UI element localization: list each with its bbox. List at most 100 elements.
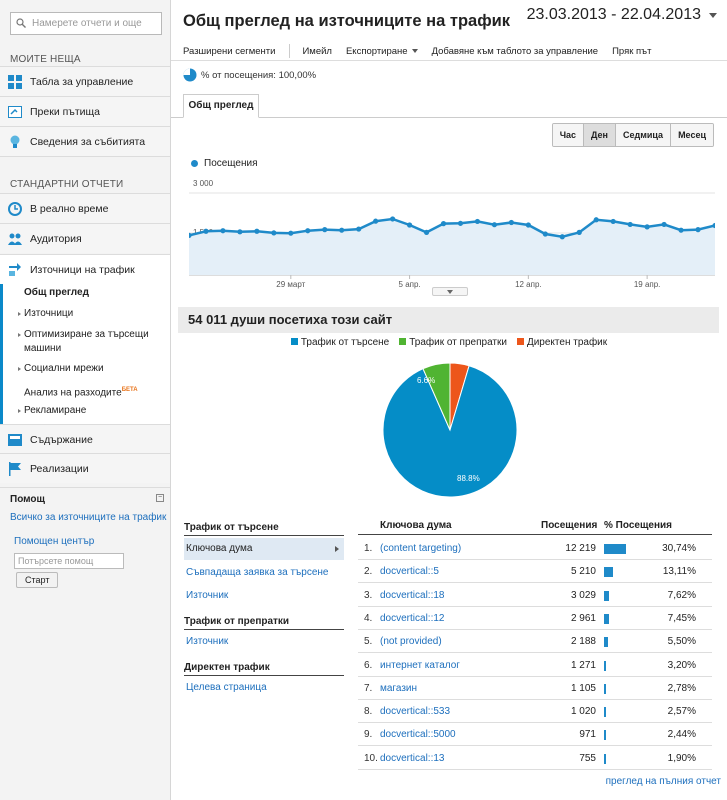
advanced-segments-button[interactable]: Разширени сегменти [183, 45, 276, 57]
data-point[interactable] [356, 226, 362, 232]
data-point[interactable] [423, 229, 430, 235]
chart-resize-handle[interactable] [432, 287, 468, 296]
realtime-icon [8, 201, 22, 216]
data-point[interactable] [661, 221, 667, 228]
pie-slice-0[interactable] [382, 365, 518, 498]
data-point[interactable] [373, 218, 379, 224]
col-visits[interactable]: Посещения [541, 520, 598, 531]
list-item-search-source[interactable]: Източник [186, 590, 229, 601]
data-point[interactable] [491, 222, 498, 228]
data-point[interactable] [695, 227, 701, 233]
data-point[interactable] [406, 222, 413, 228]
sidebar-item-traffic-sources[interactable]: Източници на трафик [0, 254, 170, 284]
data-point[interactable] [559, 234, 565, 240]
help-search-input[interactable]: Потърсете помощ [14, 553, 124, 569]
keyword-link[interactable]: docvertical::5000 [380, 729, 456, 741]
keyword-link[interactable]: docvertical::18 [380, 589, 445, 601]
data-point[interactable] [254, 228, 260, 234]
list-item-keyword[interactable]: Ключова дума [184, 538, 344, 560]
percent-value: 3,20% [667, 659, 696, 671]
data-point[interactable] [457, 220, 464, 226]
col-pct[interactable]: % Посещения [604, 520, 672, 531]
sidebar-item-sources[interactable]: Източници [17, 308, 74, 319]
sidebar-item-intelligence[interactable]: Сведения за събитията [0, 126, 170, 156]
data-point[interactable] [508, 219, 514, 226]
data-point[interactable] [644, 224, 650, 230]
data-point[interactable] [390, 216, 396, 222]
help-go-button[interactable]: Старт [16, 572, 59, 588]
shortcut-button[interactable]: Пряк път [612, 45, 652, 57]
data-point[interactable] [610, 218, 616, 225]
data-point[interactable] [189, 232, 192, 238]
data-point[interactable] [576, 229, 582, 235]
sidebar-item-advertising[interactable]: Рекламиране [17, 405, 87, 416]
granularity-0[interactable]: Час [552, 124, 585, 146]
report-search-input[interactable]: Намерете отчети и още [10, 12, 162, 35]
table-row: 8. docvertical::533 1 020 2,57% [358, 700, 712, 724]
data-point[interactable] [237, 229, 243, 235]
sidebar-item-dashboards[interactable]: Табла за управление [0, 66, 170, 96]
pie-legend-item: Директен трафик [516, 337, 607, 348]
keyword-link[interactable]: docvertical::12 [380, 612, 445, 624]
pie-slice-1[interactable] [422, 362, 451, 431]
tab-overview[interactable]: Общ преглед [183, 94, 259, 118]
export-button[interactable]: Експортиране [346, 46, 418, 57]
sidebar-item-conversions[interactable]: Реализации [0, 453, 170, 483]
keyword-link[interactable]: docvertical::5 [380, 566, 439, 578]
sidebar-item-audience[interactable]: Аудитория [0, 223, 170, 253]
data-point[interactable] [305, 228, 311, 234]
data-point[interactable] [525, 222, 531, 228]
data-point[interactable] [203, 228, 209, 234]
help-link[interactable]: Всичко за източниците на трафик [10, 512, 167, 523]
sidebar-item-seo[interactable]: Оптимизиране за търсещи машини [18, 328, 164, 356]
email-button[interactable]: Имейл [302, 45, 332, 57]
referral-traffic-heading: Трафик от препратки [184, 616, 290, 627]
list-item-landing-page[interactable]: Целева страница [186, 682, 267, 693]
sidebar-item-cost-analysis[interactable]: Анализ на разходитеБЕТА [24, 383, 138, 400]
data-point[interactable] [712, 222, 715, 229]
percent-value: 7,62% [667, 589, 696, 601]
data-point[interactable] [288, 230, 294, 236]
data-point[interactable] [322, 227, 328, 233]
help-center-link[interactable]: Помощен център [14, 536, 95, 547]
add-to-dashboard-button[interactable]: Добавяне към таблото за управление [431, 45, 599, 57]
granularity-1[interactable]: Ден [584, 124, 616, 146]
data-point[interactable] [271, 230, 277, 236]
granularity-toggle: Час Ден Седмица Месец [551, 123, 714, 147]
data-point[interactable] [220, 228, 226, 234]
percent-value: 13,11% [662, 566, 696, 578]
divider [289, 44, 291, 58]
keyword-link[interactable]: docvertical::13 [380, 752, 445, 764]
full-report-link[interactable]: преглед на пълния отчет [605, 776, 721, 787]
main-content: Общ преглед на източниците на трафик 23.… [171, 0, 727, 800]
data-point[interactable] [440, 221, 447, 227]
table-row: 4. docvertical::12 2 961 7,45% [358, 607, 712, 630]
sidebar-item-content[interactable]: Съдържание [0, 424, 170, 454]
keyword-link[interactable]: магазин [380, 682, 418, 694]
sidebar-item-overview[interactable]: Общ преглед [24, 287, 89, 298]
table-row: 1. (content targeting) 12 219 30,74% [358, 537, 712, 560]
date-range-picker[interactable]: 23.03.2013 - 22.04.2013 [527, 6, 717, 24]
keyword-link[interactable]: (content targeting) [380, 543, 462, 554]
data-point[interactable] [593, 217, 599, 223]
data-point[interactable] [542, 231, 548, 237]
keyword-link[interactable]: интернет каталог [380, 659, 460, 671]
sidebar-item-social[interactable]: Социални мрежи [18, 363, 104, 374]
sidebar-item-realtime[interactable]: В реално време [0, 193, 170, 223]
pie-slices [382, 362, 518, 498]
keyword-link[interactable]: (not provided) [380, 636, 442, 648]
granularity-3[interactable]: Месец [671, 124, 713, 146]
collapse-icon[interactable]: − [156, 494, 164, 502]
sidebar-item-shortcuts[interactable]: Преки пътища [0, 96, 170, 126]
data-point[interactable] [339, 227, 345, 233]
sidebar-item-label: В реално време [30, 202, 109, 215]
list-item-referral-source[interactable]: Източник [186, 636, 229, 647]
data-point[interactable] [474, 218, 481, 225]
keyword-link[interactable]: docvertical::533 [380, 706, 451, 718]
search-placeholder: Намерете отчети и още [32, 18, 142, 29]
col-keyword[interactable]: Ключова дума [380, 520, 452, 531]
granularity-2[interactable]: Седмица [616, 124, 672, 146]
data-point[interactable] [627, 221, 633, 228]
data-point[interactable] [678, 227, 684, 233]
list-item-matched-query[interactable]: Съвпадаща заявка за търсене [186, 567, 329, 578]
